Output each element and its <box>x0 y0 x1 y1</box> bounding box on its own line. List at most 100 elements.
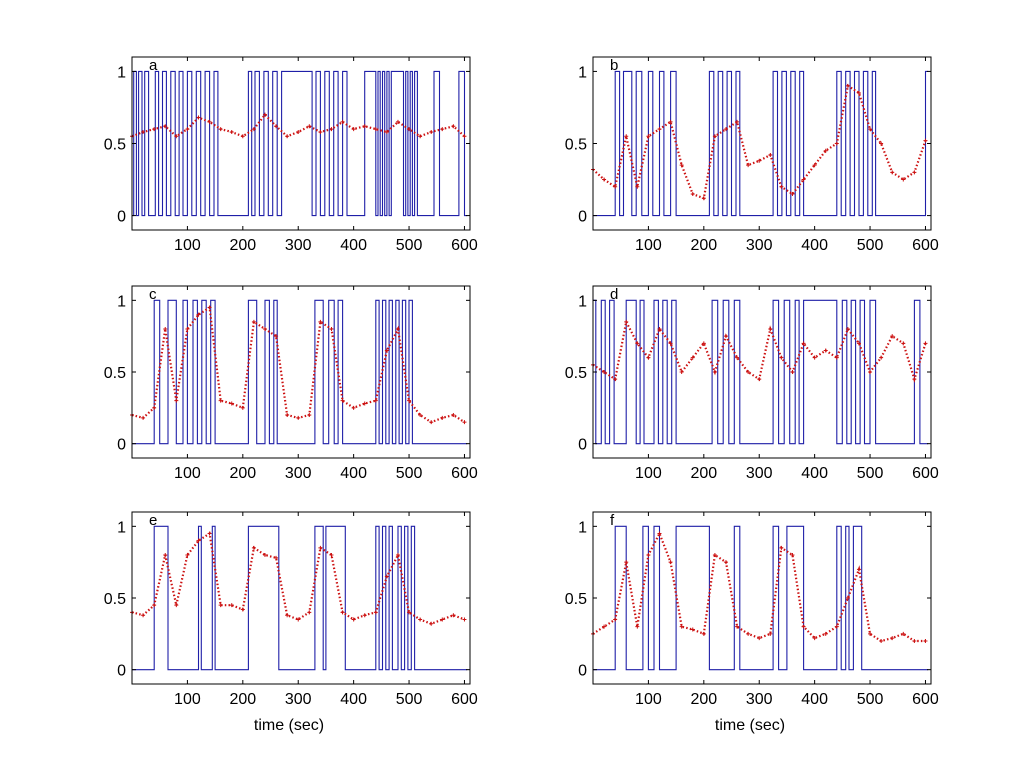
probability-point <box>901 631 906 636</box>
probability-point <box>879 639 884 643</box>
probability-point <box>768 327 773 331</box>
probability-point <box>679 624 684 629</box>
y-tick-label: 0 <box>578 663 587 680</box>
y-tick-label: 0 <box>117 663 126 680</box>
probability-point <box>329 127 334 132</box>
x-tick-label: 200 <box>690 237 717 254</box>
probability-point <box>307 413 312 417</box>
x-tick-label: 200 <box>690 691 717 708</box>
y-tick-label: 0 <box>578 437 587 454</box>
probability-point <box>668 341 673 346</box>
probability-point <box>395 327 400 331</box>
probability-point <box>923 341 928 346</box>
probability-point <box>690 355 695 360</box>
binary-state-line <box>132 70 468 217</box>
probability-point <box>823 348 828 353</box>
probability-point <box>602 177 607 182</box>
probability-point <box>834 355 839 360</box>
y-tick-label: 1 <box>578 519 587 536</box>
probability-point <box>790 191 795 196</box>
probability-point <box>207 305 212 310</box>
probability-point <box>141 129 146 134</box>
panel-label: d <box>610 286 618 303</box>
probability-point <box>646 134 651 139</box>
panel-e: 100 200 300 400 500 600 0 0.5 1 e time (sec) <box>104 511 478 734</box>
panel-c: 100 200 300 400 500 600 0 0.5 1 c <box>104 285 478 482</box>
plot-area <box>131 56 471 231</box>
x-tick-label: 300 <box>285 465 312 482</box>
probability-point <box>451 413 456 417</box>
probability-point <box>384 348 389 353</box>
y-tick-label: 1 <box>578 64 587 81</box>
binary-state-line <box>593 525 929 671</box>
probability-point <box>834 141 839 146</box>
probability-point <box>262 553 267 557</box>
probability-point <box>362 124 367 129</box>
probability-point <box>646 553 651 557</box>
x-tick-label: 100 <box>174 691 201 708</box>
binary-state-line <box>132 299 468 445</box>
probability-point <box>690 627 695 632</box>
probability-point <box>735 355 740 360</box>
probability-point <box>746 163 751 168</box>
probability-point <box>723 560 728 565</box>
x-tick-label: 200 <box>229 465 256 482</box>
probability-point <box>646 355 651 360</box>
probability-point <box>429 621 434 626</box>
probability-point <box>923 138 928 143</box>
probability-point <box>152 405 157 410</box>
probability-point <box>757 377 762 382</box>
probability-point <box>635 624 640 629</box>
probability-point <box>218 398 223 403</box>
probability-point <box>207 119 212 124</box>
x-tick-label: 500 <box>857 237 884 254</box>
y-tick-label: 1 <box>117 519 126 536</box>
probability-point <box>362 613 367 618</box>
probability-point <box>351 127 356 132</box>
y-tick-label: 0 <box>117 437 126 454</box>
probability-point <box>329 327 334 331</box>
probability-point <box>801 177 806 182</box>
probability-point <box>163 124 168 129</box>
y-tick-label: 0.5 <box>565 365 587 382</box>
y-tick-label: 0.5 <box>104 137 126 154</box>
panel-label: f <box>610 512 615 529</box>
probability-point <box>624 560 629 565</box>
x-tick-label: 200 <box>229 691 256 708</box>
probability-point <box>790 553 795 557</box>
probability-point <box>285 613 290 618</box>
probability-point <box>251 545 256 550</box>
probability-point <box>912 377 917 382</box>
probability-point <box>901 341 906 346</box>
probability-point <box>329 553 334 557</box>
x-tick-label: 400 <box>801 237 828 254</box>
x-tick-label: 400 <box>340 237 367 254</box>
probability-point <box>923 639 928 643</box>
probability-point <box>407 398 412 403</box>
probability-point <box>141 415 146 420</box>
probability-point <box>613 184 618 189</box>
probability-point <box>340 610 345 615</box>
x-axis-label: time (sec) <box>715 717 785 734</box>
probability-point <box>384 574 389 579</box>
binary-state-line <box>593 299 929 445</box>
probability-point <box>296 415 301 420</box>
probability-point <box>801 624 806 629</box>
probability-point <box>624 319 629 324</box>
probability-point <box>373 127 378 132</box>
probability-point <box>340 119 345 124</box>
probability-point <box>856 341 861 346</box>
y-tick-label: 0.5 <box>104 591 126 608</box>
probability-point <box>779 545 784 550</box>
probability-point <box>152 603 157 608</box>
probability-point <box>890 636 895 641</box>
panel-a: 100 200 300 400 500 600 0 0.5 1 a <box>104 56 478 254</box>
probability-point <box>251 319 256 324</box>
x-tick-label: 600 <box>451 691 478 708</box>
x-tick-label: 300 <box>746 691 773 708</box>
probability-point <box>240 134 245 139</box>
probability-point <box>185 127 190 132</box>
probability-point <box>823 148 828 153</box>
panel-label: b <box>610 57 618 74</box>
